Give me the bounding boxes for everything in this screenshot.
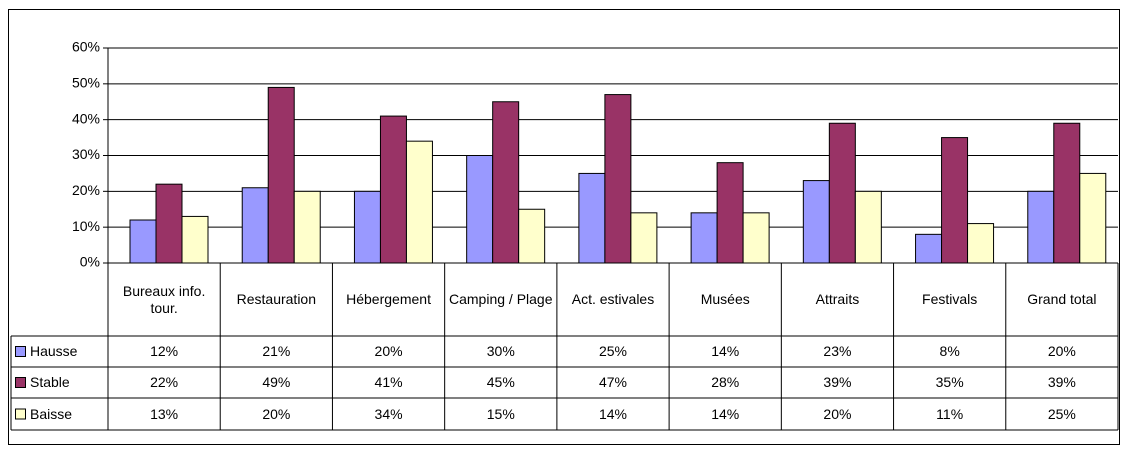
data-label: 15% xyxy=(486,405,515,422)
data-label: 14% xyxy=(711,343,740,359)
bar xyxy=(941,137,969,264)
y-tick-label: 30% xyxy=(72,146,100,162)
data-label: 39% xyxy=(823,374,852,390)
bar xyxy=(181,215,209,264)
bar xyxy=(155,183,183,264)
bar xyxy=(742,212,770,264)
data-label: 35% xyxy=(935,374,964,390)
legend-label: Baisse xyxy=(30,405,73,422)
data-label: 39% xyxy=(1047,374,1076,390)
data-label: 20% xyxy=(823,405,852,422)
x-tick-label: Musées xyxy=(700,291,750,307)
bar xyxy=(267,86,295,264)
bar xyxy=(967,223,995,264)
bar xyxy=(915,233,943,264)
y-tick-label: 50% xyxy=(72,75,100,91)
x-tick-label: Camping / Plage xyxy=(449,291,553,307)
bar xyxy=(716,162,744,264)
y-tick-label: 60% xyxy=(72,39,100,55)
data-label: 22% xyxy=(150,374,179,390)
legend-label: Stable xyxy=(30,374,70,390)
data-label: 14% xyxy=(598,405,627,422)
bar xyxy=(1079,172,1107,264)
x-tick-label: Festivals xyxy=(922,291,978,307)
bar xyxy=(466,155,494,264)
data-label: 41% xyxy=(374,374,403,390)
bar xyxy=(379,115,407,264)
bar xyxy=(129,219,157,264)
bar xyxy=(828,122,856,264)
data-label: 13% xyxy=(150,405,179,422)
bar xyxy=(578,172,606,264)
bar xyxy=(1053,122,1081,264)
x-tick-label: Attraits xyxy=(815,291,860,307)
x-tick-label: Grand total xyxy=(1027,291,1097,307)
data-label: 20% xyxy=(374,343,403,359)
bar xyxy=(241,187,269,264)
data-label: 12% xyxy=(150,343,179,359)
bar xyxy=(604,94,632,264)
data-label: 49% xyxy=(262,374,291,390)
data-label: 20% xyxy=(262,405,291,422)
legend-swatch xyxy=(15,346,26,357)
data-label: 34% xyxy=(374,405,403,422)
data-label: 30% xyxy=(486,343,515,359)
data-label: 45% xyxy=(486,374,515,390)
bar xyxy=(293,190,321,264)
x-tick-label: Act. estivales xyxy=(571,291,655,307)
data-label: 23% xyxy=(823,343,852,359)
data-label: 25% xyxy=(1047,405,1076,422)
y-tick-label: 0% xyxy=(80,254,100,270)
bar xyxy=(854,190,882,264)
y-tick-label: 40% xyxy=(72,110,100,126)
bar xyxy=(518,208,546,264)
legend-swatch xyxy=(15,408,26,420)
data-label: 25% xyxy=(598,343,627,359)
bar xyxy=(1027,190,1055,264)
bar xyxy=(690,212,718,264)
y-tick-label: 20% xyxy=(72,182,100,198)
y-tick-label: 10% xyxy=(72,218,100,234)
bar xyxy=(353,190,381,264)
x-tick-label: Restauration xyxy=(236,291,317,307)
bar xyxy=(630,212,658,264)
data-label: 21% xyxy=(262,343,291,359)
bar xyxy=(802,180,830,264)
data-label: 11% xyxy=(936,405,964,422)
data-label: 28% xyxy=(711,374,740,390)
data-label: 20% xyxy=(1047,343,1076,359)
bar xyxy=(405,140,433,264)
bar xyxy=(492,101,520,264)
x-tick-label: Bureaux info. tour. xyxy=(122,282,206,316)
data-label: 47% xyxy=(598,374,627,390)
legend-label: Hausse xyxy=(30,343,78,359)
data-label: 8% xyxy=(939,343,960,359)
x-tick-label: Hébergement xyxy=(346,291,431,307)
legend-swatch xyxy=(15,377,26,388)
data-label: 14% xyxy=(711,405,740,422)
